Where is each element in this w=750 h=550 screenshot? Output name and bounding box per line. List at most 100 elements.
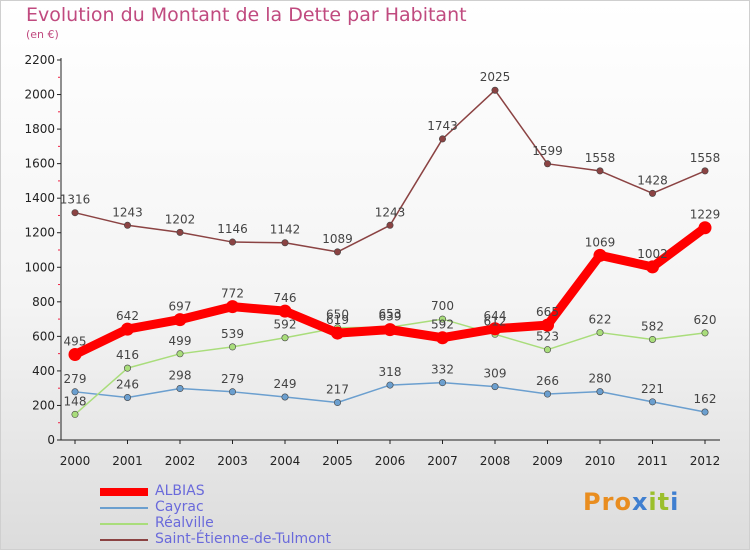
data-label: 280 (589, 372, 612, 386)
data-label: 1069 (585, 235, 616, 249)
data-label: 318 (379, 365, 402, 379)
data-label: 1146 (217, 222, 248, 236)
series-point (648, 398, 656, 406)
y-tick-label: 1200 (24, 226, 55, 240)
series-point (229, 388, 237, 396)
series-point (438, 379, 446, 387)
y-tick-label: 0 (47, 433, 55, 447)
legend-swatch (100, 523, 148, 525)
chart-unit: (en €) (26, 28, 59, 41)
legend-label: ALBIAS (155, 483, 205, 499)
data-label: 246 (116, 378, 139, 392)
x-tick-label: 2006 (375, 454, 406, 468)
x-tick-label: 2004 (270, 454, 301, 468)
series-point (229, 343, 237, 351)
series-point (68, 348, 82, 361)
series-point (281, 393, 289, 401)
series-point (173, 313, 187, 327)
series-point (176, 385, 184, 393)
data-label: 523 (536, 330, 559, 344)
x-tick-label: 2009 (532, 454, 563, 468)
x-tick-label: 2012 (690, 454, 721, 468)
data-label: 612 (484, 314, 507, 328)
series-point (701, 329, 709, 337)
data-label: 622 (589, 313, 612, 327)
data-label: 298 (169, 369, 192, 383)
series-point (333, 399, 341, 407)
data-label: 416 (116, 348, 139, 362)
data-label: 1202 (165, 212, 196, 226)
series-point (124, 221, 132, 229)
data-label: 1599 (532, 144, 563, 158)
series-point (386, 381, 394, 389)
series-point (701, 167, 709, 175)
series-point (596, 329, 604, 337)
data-label: 266 (536, 374, 559, 388)
proxiti-logo: Proxiti (583, 488, 679, 516)
logo-letter: o (614, 488, 632, 516)
series-point (543, 346, 551, 354)
data-label: 221 (641, 382, 664, 396)
data-label: 249 (274, 377, 297, 391)
legend-swatch (100, 507, 148, 509)
legend-label: Réalville (155, 515, 214, 531)
data-label: 772 (221, 287, 244, 301)
y-tick-label: 200 (32, 398, 55, 412)
data-label: 1243 (375, 205, 406, 219)
data-label: 1002 (637, 247, 668, 261)
series-point (333, 248, 341, 256)
series-point (176, 350, 184, 358)
y-tick-label: 1000 (24, 260, 55, 274)
data-label: 665 (536, 305, 559, 319)
x-tick-label: 2001 (112, 454, 143, 468)
data-label: 309 (484, 367, 507, 381)
series-point (124, 364, 132, 372)
data-label: 1089 (322, 232, 353, 246)
series-point (71, 209, 79, 217)
data-label: 217 (326, 383, 349, 397)
legend-swatch (100, 488, 148, 496)
series-point (593, 248, 607, 262)
series-point (281, 239, 289, 247)
data-label: 148 (64, 394, 87, 408)
x-tick-label: 2005 (322, 454, 353, 468)
data-label: 2025 (480, 70, 511, 84)
series-point (386, 221, 394, 229)
data-label: 1743 (427, 119, 458, 133)
data-label: 332 (431, 363, 454, 377)
y-tick-label: 1800 (24, 122, 55, 136)
data-label: 279 (64, 372, 87, 386)
y-tick-label: 600 (32, 329, 55, 343)
y-tick-label: 1600 (24, 157, 55, 171)
data-label: 644 (484, 309, 507, 323)
data-label: 1229 (690, 208, 721, 222)
series-point (281, 334, 289, 342)
series-point (648, 335, 656, 343)
data-label: 650 (326, 308, 349, 322)
y-tick-label: 2200 (24, 53, 55, 67)
series-point (331, 326, 344, 340)
series-point (124, 394, 132, 402)
legend-swatch (100, 539, 148, 541)
y-tick-label: 800 (32, 295, 55, 309)
data-label: 539 (221, 327, 244, 341)
series-point (596, 388, 604, 396)
series-point (226, 300, 239, 314)
logo-letter: i (670, 488, 680, 516)
series-point (438, 315, 446, 323)
series-point (176, 228, 184, 236)
series-point (71, 388, 79, 396)
data-label: 592 (431, 318, 454, 332)
chart-title: Evolution du Montant de la Dette par Hab… (26, 4, 467, 26)
data-label: 582 (641, 319, 664, 333)
logo-letter: P (583, 488, 602, 516)
y-tick-label: 400 (32, 364, 55, 378)
y-tick-label: 1400 (24, 191, 55, 205)
series-point (648, 189, 656, 197)
data-label: 1142 (270, 223, 301, 237)
series-point (541, 318, 554, 332)
x-tick-label: 2007 (427, 454, 458, 468)
series-point (278, 304, 292, 318)
